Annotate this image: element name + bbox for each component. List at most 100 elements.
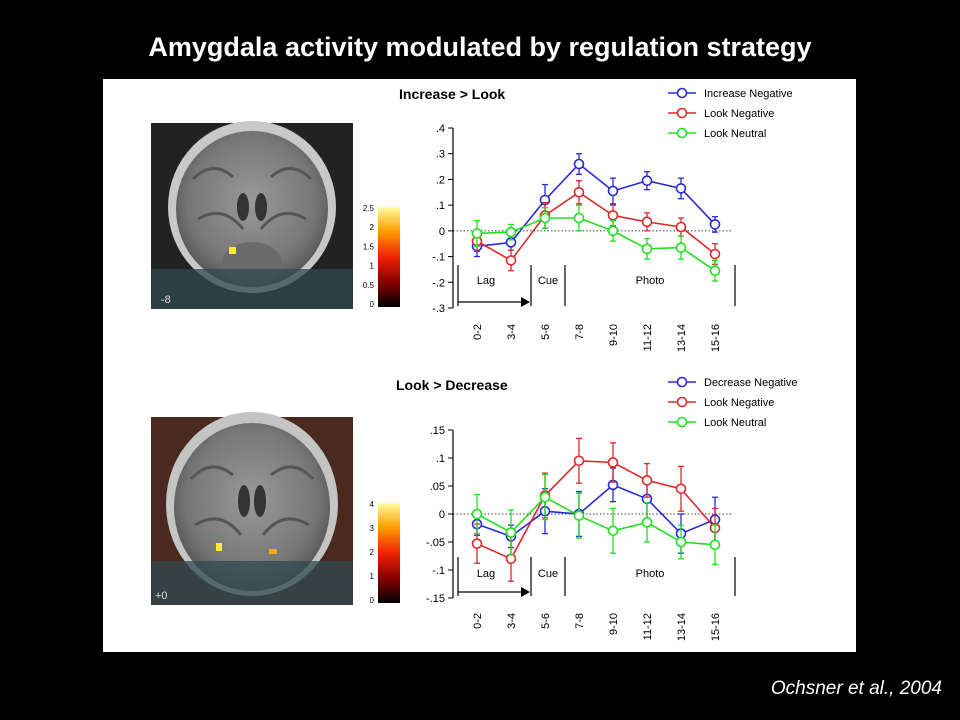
colorbar-tick-label: 0 [370,300,375,309]
x-tick-label: 0-2 [472,324,484,340]
series-line [476,496,716,546]
colorbar-tick-label: 0 [370,596,375,605]
data-point [573,212,585,224]
y-tick-label: -.3 [432,303,445,315]
data-point [709,219,721,230]
x-tick-label: 5-6 [540,613,552,629]
brain-image-2: +0 [151,412,353,605]
data-point [641,175,653,187]
chart-look-decrease: Look > Decrease Decrease Negative Look Ne… [396,376,798,641]
x-tick-label: 7-8 [574,324,586,340]
legend-label: Look Neutral [704,417,766,429]
data-point [573,186,585,198]
data-point [505,226,517,238]
data-point [607,457,619,468]
data-point [607,525,619,537]
data-point [641,517,653,528]
y-tick-label: 0 [439,509,445,521]
phase-label-cue: Cue [538,275,558,287]
legend-label: Decrease Negative [704,377,798,389]
legend: Decrease Negative Look Negative Look Neutr… [668,376,798,429]
data-point [573,158,585,170]
y-tick-label: .1 [436,453,445,465]
series-line [476,483,716,538]
phase-label-cue: Cue [538,568,558,580]
data-point [709,265,721,277]
data-point [471,508,483,520]
lag-arrowhead [521,587,530,597]
y-tick-label: .4 [436,123,445,135]
colorbar-tick-label: 2 [370,223,375,232]
legend-marker [676,127,688,139]
data-point [675,242,687,253]
legend: Increase Negative Look Negative Look Neutr… [668,87,793,140]
series-line [476,217,716,272]
colorbar-2: 4 3 2 1 0 [370,500,400,605]
phase-label-lag: Lag [477,275,495,287]
data-point [573,455,585,467]
x-tick-label: 7-8 [574,613,586,629]
y-tick-label: -.1 [432,565,445,577]
data-point [709,539,721,551]
data-point [709,248,721,260]
colorbar-tick-label: 0.5 [363,281,375,290]
x-tick-label: 13-14 [676,324,688,352]
y-tick-label: -.05 [426,537,445,549]
data-point [471,538,483,549]
x-tick-label: 9-10 [608,613,620,635]
figure-svg: -8 2.5 2 1.5 1 0.5 0 +0 4 3 2 1 0 Increase > Look [151,86,798,641]
activation-blob [269,549,277,554]
data-point [641,475,653,486]
data-point [607,210,619,221]
chart-title: Look > Decrease [396,377,508,393]
data-point [505,553,517,565]
phase-annotations: Lag Cue Photo [457,557,736,597]
colorbar-tick-label: 4 [370,500,375,509]
figure-panel: -8 2.5 2 1.5 1 0.5 0 +0 4 3 2 1 0 Increase > Look [103,79,856,652]
data-point [675,221,687,233]
legend-label: Look Negative [704,397,774,409]
activation-blob [216,543,222,551]
data-point [505,527,517,538]
chart-title: Increase > Look [399,86,505,102]
y-tick-label: .15 [430,425,445,437]
x-tick-label: 13-14 [676,613,688,641]
y-tick-label: 0 [439,226,445,238]
legend-label: Increase Negative [704,88,793,100]
y-tick-label: .1 [436,200,445,212]
data-point [641,216,653,228]
phase-annotations: Lag Cue Photo [457,265,736,307]
phase-label-photo: Photo [636,275,665,287]
colorbar-tick-label: 2.5 [363,204,375,213]
legend-marker [676,396,688,408]
chart-increase-look: Increase > Look Increase Negative Look Ne… [399,86,793,352]
y-tick-label: .3 [436,149,445,161]
data-point [505,255,517,266]
data-point [539,212,551,224]
data-point [675,183,687,194]
x-tick-label: 11-12 [642,613,654,640]
colorbar-tick-label: 1.5 [363,242,375,251]
colorbar-1: 2.5 2 1.5 1 0.5 0 [363,204,400,309]
colorbar-tick-label: 1 [370,262,375,271]
x-tick-label: 11-12 [642,324,654,351]
y-tick-label: .05 [430,481,445,493]
data-point [471,228,483,239]
series-line [476,191,716,262]
x-tick-label: 0-2 [472,613,484,629]
x-tick-label: 3-4 [506,613,518,629]
brain-image-1: -8 [151,121,353,309]
phase-label-lag: Lag [477,568,495,580]
legend-marker [676,107,688,119]
x-tick-label: 15-16 [710,324,722,352]
colorbar-tick-label: 2 [370,548,375,557]
y-tick-label: .2 [436,174,445,186]
data-point [675,536,687,548]
slice-label: +0 [155,590,168,602]
legend-label: Look Neutral [704,128,766,140]
series-line [476,162,716,248]
legend-label: Look Negative [704,108,774,120]
colorbar-tick-label: 3 [370,524,375,533]
colorbar-tick-label: 1 [370,572,375,581]
x-tick-label: 9-10 [608,324,620,346]
